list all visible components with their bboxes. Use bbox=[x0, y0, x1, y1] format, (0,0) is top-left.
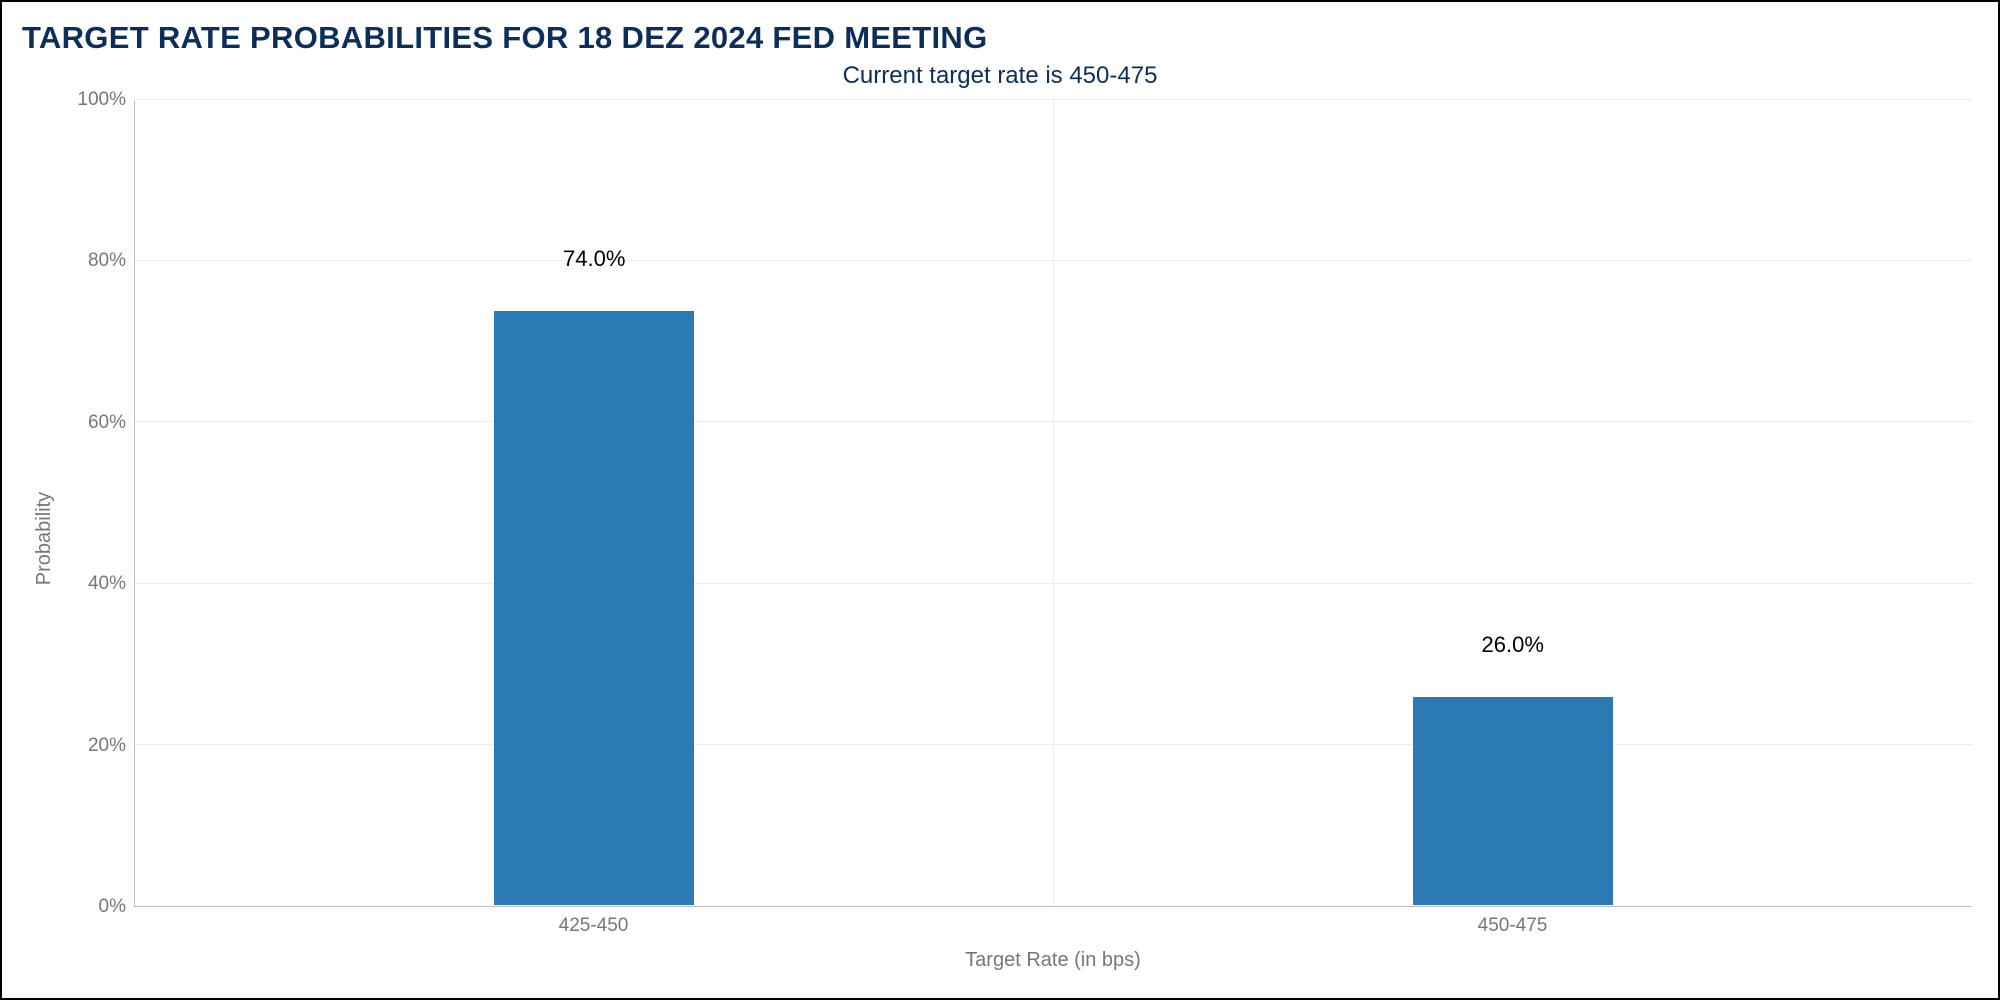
chart-title: TARGET RATE PROBABILITIES FOR 18 DEZ 202… bbox=[18, 20, 1982, 62]
xtick-label: 425-450 bbox=[559, 915, 629, 937]
chart-subtitle: Current target rate is 450-475 bbox=[18, 62, 1982, 96]
yaxis-label-col: Probability bbox=[28, 100, 62, 976]
ytick-col: 0%20%40%60%80%100% bbox=[62, 100, 134, 976]
ytick-label: 80% bbox=[88, 250, 126, 272]
plot-wrap: Probability 0%20%40%60%80%100% 74.0%26.0… bbox=[18, 96, 1982, 982]
bar bbox=[1412, 696, 1614, 906]
ytick-label: 20% bbox=[88, 735, 126, 757]
ytick-label: 60% bbox=[88, 412, 126, 434]
ytick-label: 100% bbox=[77, 89, 126, 111]
xaxis-label: Target Rate (in bps) bbox=[134, 945, 1972, 976]
chart-frame: TARGET RATE PROBABILITIES FOR 18 DEZ 202… bbox=[0, 0, 2000, 1000]
ytick-label: 0% bbox=[99, 896, 126, 918]
bar bbox=[493, 310, 695, 906]
ytick-label: 40% bbox=[88, 573, 126, 595]
plot-and-x: 74.0% 26.0% 425-450 450-475 Target Rate (i… bbox=[134, 100, 1972, 976]
yaxis-label: Probability bbox=[34, 491, 57, 584]
xtick-row: 425-450 450-475 bbox=[134, 907, 1972, 945]
xtick-label: 450-475 bbox=[1478, 915, 1548, 937]
bar-value-label: 74.0% bbox=[563, 246, 625, 278]
bar-value-label: 26.0% bbox=[1482, 632, 1544, 664]
plot-area: 74.0% 26.0% bbox=[134, 100, 1972, 907]
